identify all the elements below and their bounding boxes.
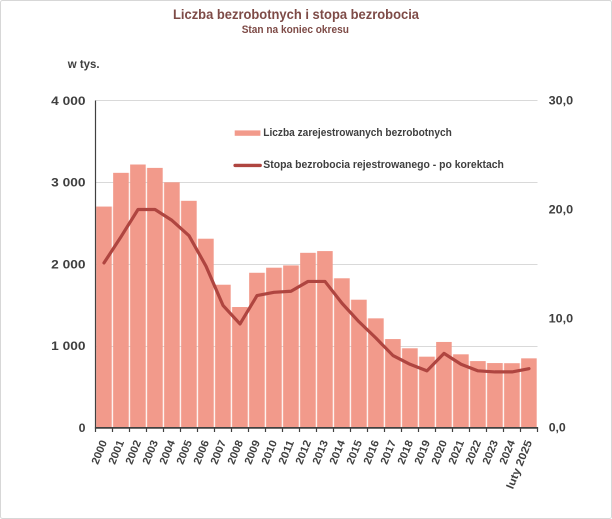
svg-text:0,0: 0,0 xyxy=(549,421,566,435)
svg-text:3 000: 3 000 xyxy=(51,176,85,190)
svg-text:20,0: 20,0 xyxy=(549,203,574,217)
svg-text:4 000: 4 000 xyxy=(51,94,85,108)
svg-text:2 000: 2 000 xyxy=(51,257,85,271)
svg-text:w tys.: w tys. xyxy=(67,57,100,71)
svg-text:Liczba zarejestrowanych bezrob: Liczba zarejestrowanych bezrobotnych xyxy=(263,127,452,139)
svg-text:Stopa bezrobocia rejestrowaneg: Stopa bezrobocia rejestrowanego - po kor… xyxy=(263,159,504,171)
svg-text:Stan na koniec okresu: Stan na koniec okresu xyxy=(242,24,349,36)
svg-text:1 000: 1 000 xyxy=(51,339,85,353)
svg-text:0: 0 xyxy=(79,421,86,435)
svg-text:10,0: 10,0 xyxy=(549,312,574,326)
svg-text:30,0: 30,0 xyxy=(549,94,574,108)
svg-text:Liczba bezrobotnych i stopa be: Liczba bezrobotnych i stopa bezrobocia xyxy=(173,6,419,22)
